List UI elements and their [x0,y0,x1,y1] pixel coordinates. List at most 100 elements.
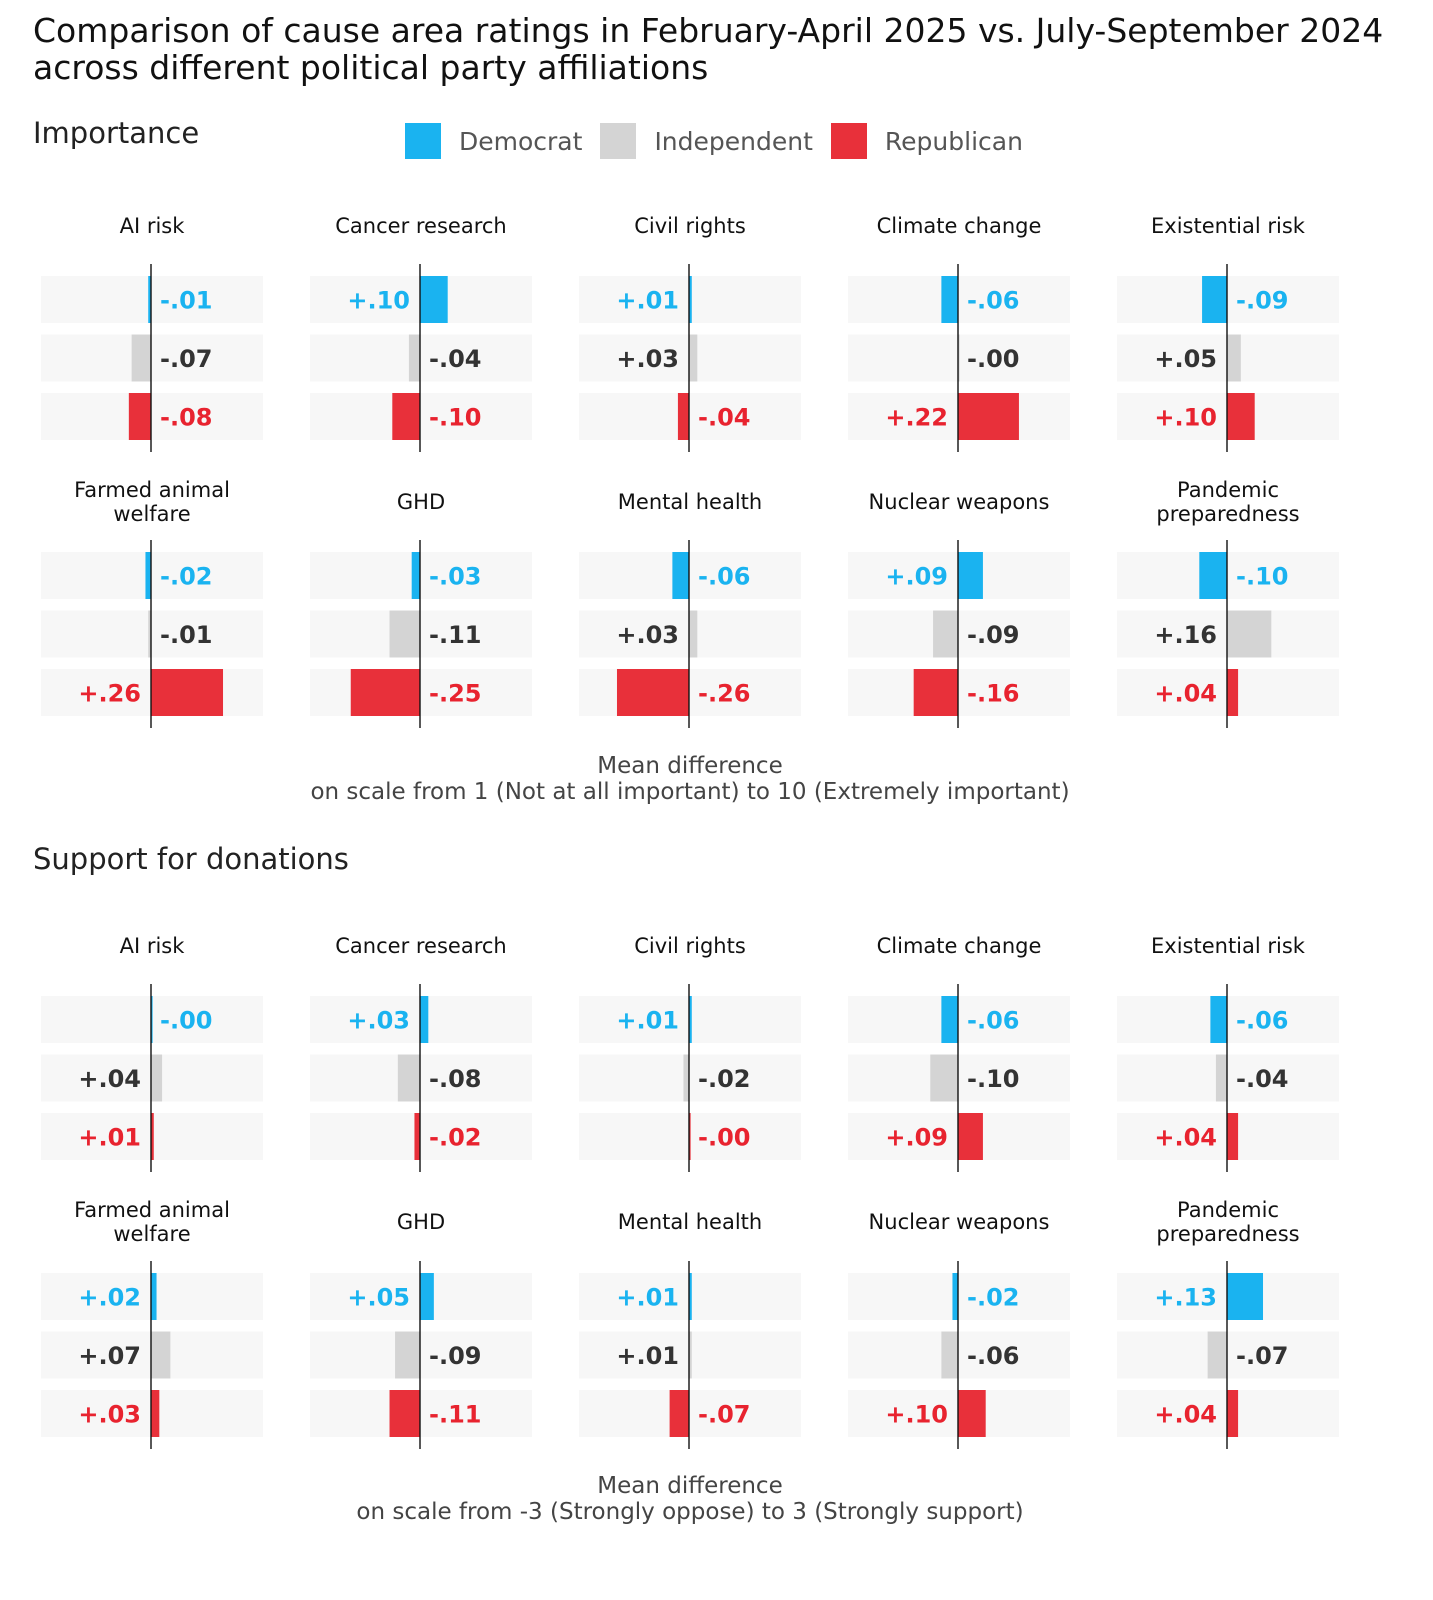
legend-label-independent: Independent [654,126,813,156]
data-label-republican: +.04 [1154,680,1217,708]
panel-existential-risk: Existential risk -.09 +.05 +.10 [1117,214,1339,452]
data-label-republican: +.09 [885,1124,948,1152]
axis-note-importance-line2: on scale from 1 (Not at all important) t… [310,779,1070,805]
data-label-independent: -.07 [1236,1342,1288,1370]
data-label-republican: +.22 [885,404,948,432]
axis-note-donations: Mean difference on scale from -3 (Strong… [0,1473,1380,1525]
data-label-republican: +.01 [78,1124,141,1152]
chart-group-importance: AI risk -.01 -.07 -.08 Cancer research +.10 -.… [41,214,1339,728]
data-label-republican: -.00 [698,1124,750,1152]
bar-democrat [151,1273,157,1320]
panel-title: GHD [397,1210,445,1234]
bar-independent [389,610,420,658]
bar-democrat [148,276,151,323]
panel-title: Farmed animal welfare [74,478,230,526]
legend-label-democrat: Democrat [459,126,583,156]
data-label-republican: -.16 [967,680,1019,708]
bar-democrat [941,996,958,1043]
panel-title: Nuclear weapons [869,1210,1050,1234]
data-label-democrat: -.02 [967,1284,1019,1312]
data-label-republican: +.03 [78,1401,141,1429]
data-label-independent: -.11 [429,621,481,649]
data-label-independent: -.04 [1236,1065,1288,1093]
panel-title: Climate change [877,934,1042,958]
bar-democrat [1210,996,1227,1043]
bar-independent [151,1331,171,1379]
bar-republican [1227,393,1255,440]
axis-note-donations-line2: on scale from -3 (Strongly oppose) to 3 … [356,1499,1024,1525]
row-background [310,552,532,599]
panel-title: Cancer research [335,934,506,958]
panel-title-line: preparedness [1156,502,1299,526]
data-label-democrat: +.05 [347,1284,410,1312]
panel-climate-change: Climate change -.06 -.00 +.22 [848,214,1070,452]
bar-republican [151,669,224,716]
panel-title-line: Pandemic [1177,1198,1279,1222]
bar-independent [689,334,698,382]
bar-republican [689,1113,691,1160]
bar-republican [677,393,689,440]
panel-pandemic-preparedness: Pandemic preparedness +.13 -.07 +.04 [1117,1198,1339,1449]
panel-civil-rights: Civil rights +.01 +.03 -.04 [579,214,801,452]
bar-democrat [672,552,689,599]
legend-swatch-republican [830,123,867,159]
bar-democrat [1199,552,1227,599]
data-label-independent: -.09 [429,1342,481,1370]
panel-title: Nuclear weapons [869,490,1050,514]
panel-nuclear-weapons: Nuclear weapons +.09 -.09 -.16 [848,490,1070,728]
bar-democrat [689,276,692,323]
panel-title: Existential risk [1151,934,1306,958]
data-label-independent: -.09 [967,621,1019,649]
data-label-independent: +.03 [616,345,679,373]
data-label-independent: -.06 [967,1342,1019,1370]
row-background [41,610,263,658]
legend: Democrat Independent Republican [405,123,1041,159]
data-label-democrat: +.02 [78,1284,141,1312]
panel-title-line: Farmed animal [74,478,230,502]
data-label-democrat: -.02 [160,563,212,591]
bar-republican [350,669,420,716]
data-label-independent: -.10 [967,1065,1019,1093]
data-label-independent: -.07 [160,345,212,373]
data-label-democrat: +.03 [347,1007,410,1035]
data-label-republican: +.10 [1154,404,1217,432]
bar-republican [913,669,958,716]
row-background [848,996,1070,1043]
panel-title-line: Pandemic [1177,478,1279,502]
legend-label-republican: Republican [884,126,1023,156]
data-label-independent: -.01 [160,621,212,649]
data-label-democrat: -.09 [1236,287,1288,315]
row-background [1117,1331,1339,1379]
data-label-democrat: -.00 [160,1007,212,1035]
chart-title-line1: Comparison of cause area ratings in Febr… [33,11,1384,50]
section-title-importance: Importance [33,116,200,150]
data-label-republican: -.08 [160,404,212,432]
bar-democrat [952,1273,958,1320]
axis-note-donations-line1: Mean difference [597,1473,783,1499]
bar-republican [389,1390,420,1437]
row-background [848,610,1070,658]
bar-independent [1227,610,1272,658]
bar-republican [1227,1113,1239,1160]
panel-cancer-research: Cancer research +.10 -.04 -.10 [310,214,532,452]
row-background [1117,552,1339,599]
panel-title: Existential risk [1151,214,1306,238]
panel-ghd: GHD -.03 -.11 -.25 [310,490,532,728]
row-background [579,1054,801,1102]
bar-democrat [145,552,151,599]
panel-title: Cancer research [335,214,506,238]
bar-democrat [411,552,420,599]
bar-republican [669,1390,689,1437]
row-background [41,276,263,323]
data-label-democrat: +.01 [616,1284,679,1312]
panel-mental-health: Mental health -.06 +.03 -.26 [579,490,801,728]
panel-civil-rights: Civil rights +.01 -.02 -.00 [579,934,801,1172]
bar-republican [958,393,1019,440]
bar-republican [128,393,151,440]
bar-independent [395,1331,420,1379]
data-label-republican: -.02 [429,1124,481,1152]
panel-title: GHD [397,490,445,514]
row-background [1117,1054,1339,1102]
bar-democrat [958,552,983,599]
